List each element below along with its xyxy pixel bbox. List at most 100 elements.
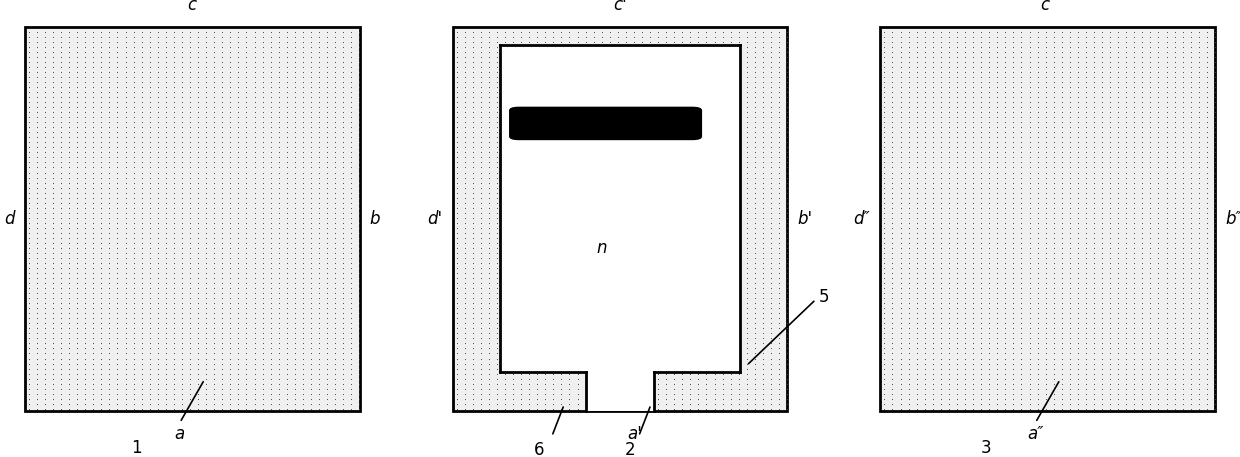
Point (455, 159, 475, 166)
Point (27, 194, 47, 202)
Point (591, 365, 611, 372)
Point (980, 400, 999, 408)
Point (536, 400, 556, 408)
Point (1012, 405, 1032, 412)
Point (947, 164, 967, 171)
Point (697, 119, 717, 126)
Point (608, 48, 627, 56)
Point (753, 224, 773, 232)
Point (665, 244, 684, 252)
Point (341, 149, 361, 156)
Point (196, 199, 216, 207)
Point (503, 244, 523, 252)
Point (939, 28, 959, 36)
Point (277, 250, 296, 257)
Point (455, 174, 475, 181)
Point (1035, 375, 1055, 382)
Point (536, 119, 556, 126)
Point (1003, 244, 1023, 252)
Point (915, 305, 935, 312)
Point (1148, 53, 1168, 61)
Point (228, 234, 248, 242)
Point (1180, 375, 1200, 382)
Point (955, 58, 975, 66)
Point (947, 270, 967, 277)
Point (987, 159, 1007, 166)
Point (244, 229, 264, 237)
Point (27, 324, 47, 332)
Point (915, 89, 935, 96)
Point (931, 119, 951, 126)
Point (196, 390, 216, 397)
Point (584, 43, 604, 51)
Point (131, 33, 151, 41)
Point (1205, 189, 1225, 197)
Point (205, 345, 224, 352)
Point (325, 154, 345, 161)
Point (140, 265, 160, 272)
Point (906, 154, 926, 161)
Point (172, 154, 192, 161)
Point (568, 380, 588, 387)
Point (987, 104, 1007, 111)
Point (552, 244, 572, 252)
Point (656, 345, 676, 352)
Point (559, 400, 579, 408)
Point (463, 314, 482, 322)
Point (35, 214, 55, 222)
Point (608, 229, 627, 237)
Point (277, 204, 296, 212)
Point (915, 335, 935, 342)
Point (559, 324, 579, 332)
Point (244, 310, 264, 317)
Point (996, 305, 1016, 312)
Point (205, 164, 224, 171)
Point (455, 320, 475, 327)
Point (745, 124, 765, 131)
Point (1076, 124, 1096, 131)
Point (1148, 335, 1168, 342)
Point (656, 159, 676, 166)
Point (1092, 295, 1112, 302)
Point (527, 360, 547, 367)
Point (35, 189, 55, 197)
Point (777, 33, 797, 41)
Point (552, 94, 572, 101)
Point (479, 129, 498, 136)
Point (1028, 28, 1048, 36)
Point (1068, 139, 1087, 146)
Point (874, 64, 894, 71)
Point (92, 33, 112, 41)
Point (67, 234, 87, 242)
Point (269, 300, 289, 307)
Point (761, 139, 781, 146)
Point (1068, 184, 1087, 191)
Point (729, 189, 749, 197)
Point (672, 94, 692, 101)
Point (455, 219, 475, 227)
Point (1116, 139, 1136, 146)
Point (35, 204, 55, 212)
Point (640, 295, 660, 302)
Point (656, 385, 676, 392)
Point (503, 139, 523, 146)
Point (520, 174, 539, 181)
Point (1060, 234, 1080, 242)
Point (996, 154, 1016, 161)
Point (777, 124, 797, 131)
Point (92, 385, 112, 392)
Point (527, 385, 547, 392)
Point (463, 99, 482, 106)
Point (463, 390, 482, 397)
Point (301, 360, 321, 367)
Point (591, 159, 611, 166)
Point (939, 314, 959, 322)
Point (543, 370, 563, 377)
Point (131, 300, 151, 307)
Point (341, 295, 361, 302)
Point (737, 48, 756, 56)
Point (1189, 350, 1209, 357)
Point (584, 28, 604, 36)
Point (221, 48, 241, 56)
Point (1197, 184, 1216, 191)
